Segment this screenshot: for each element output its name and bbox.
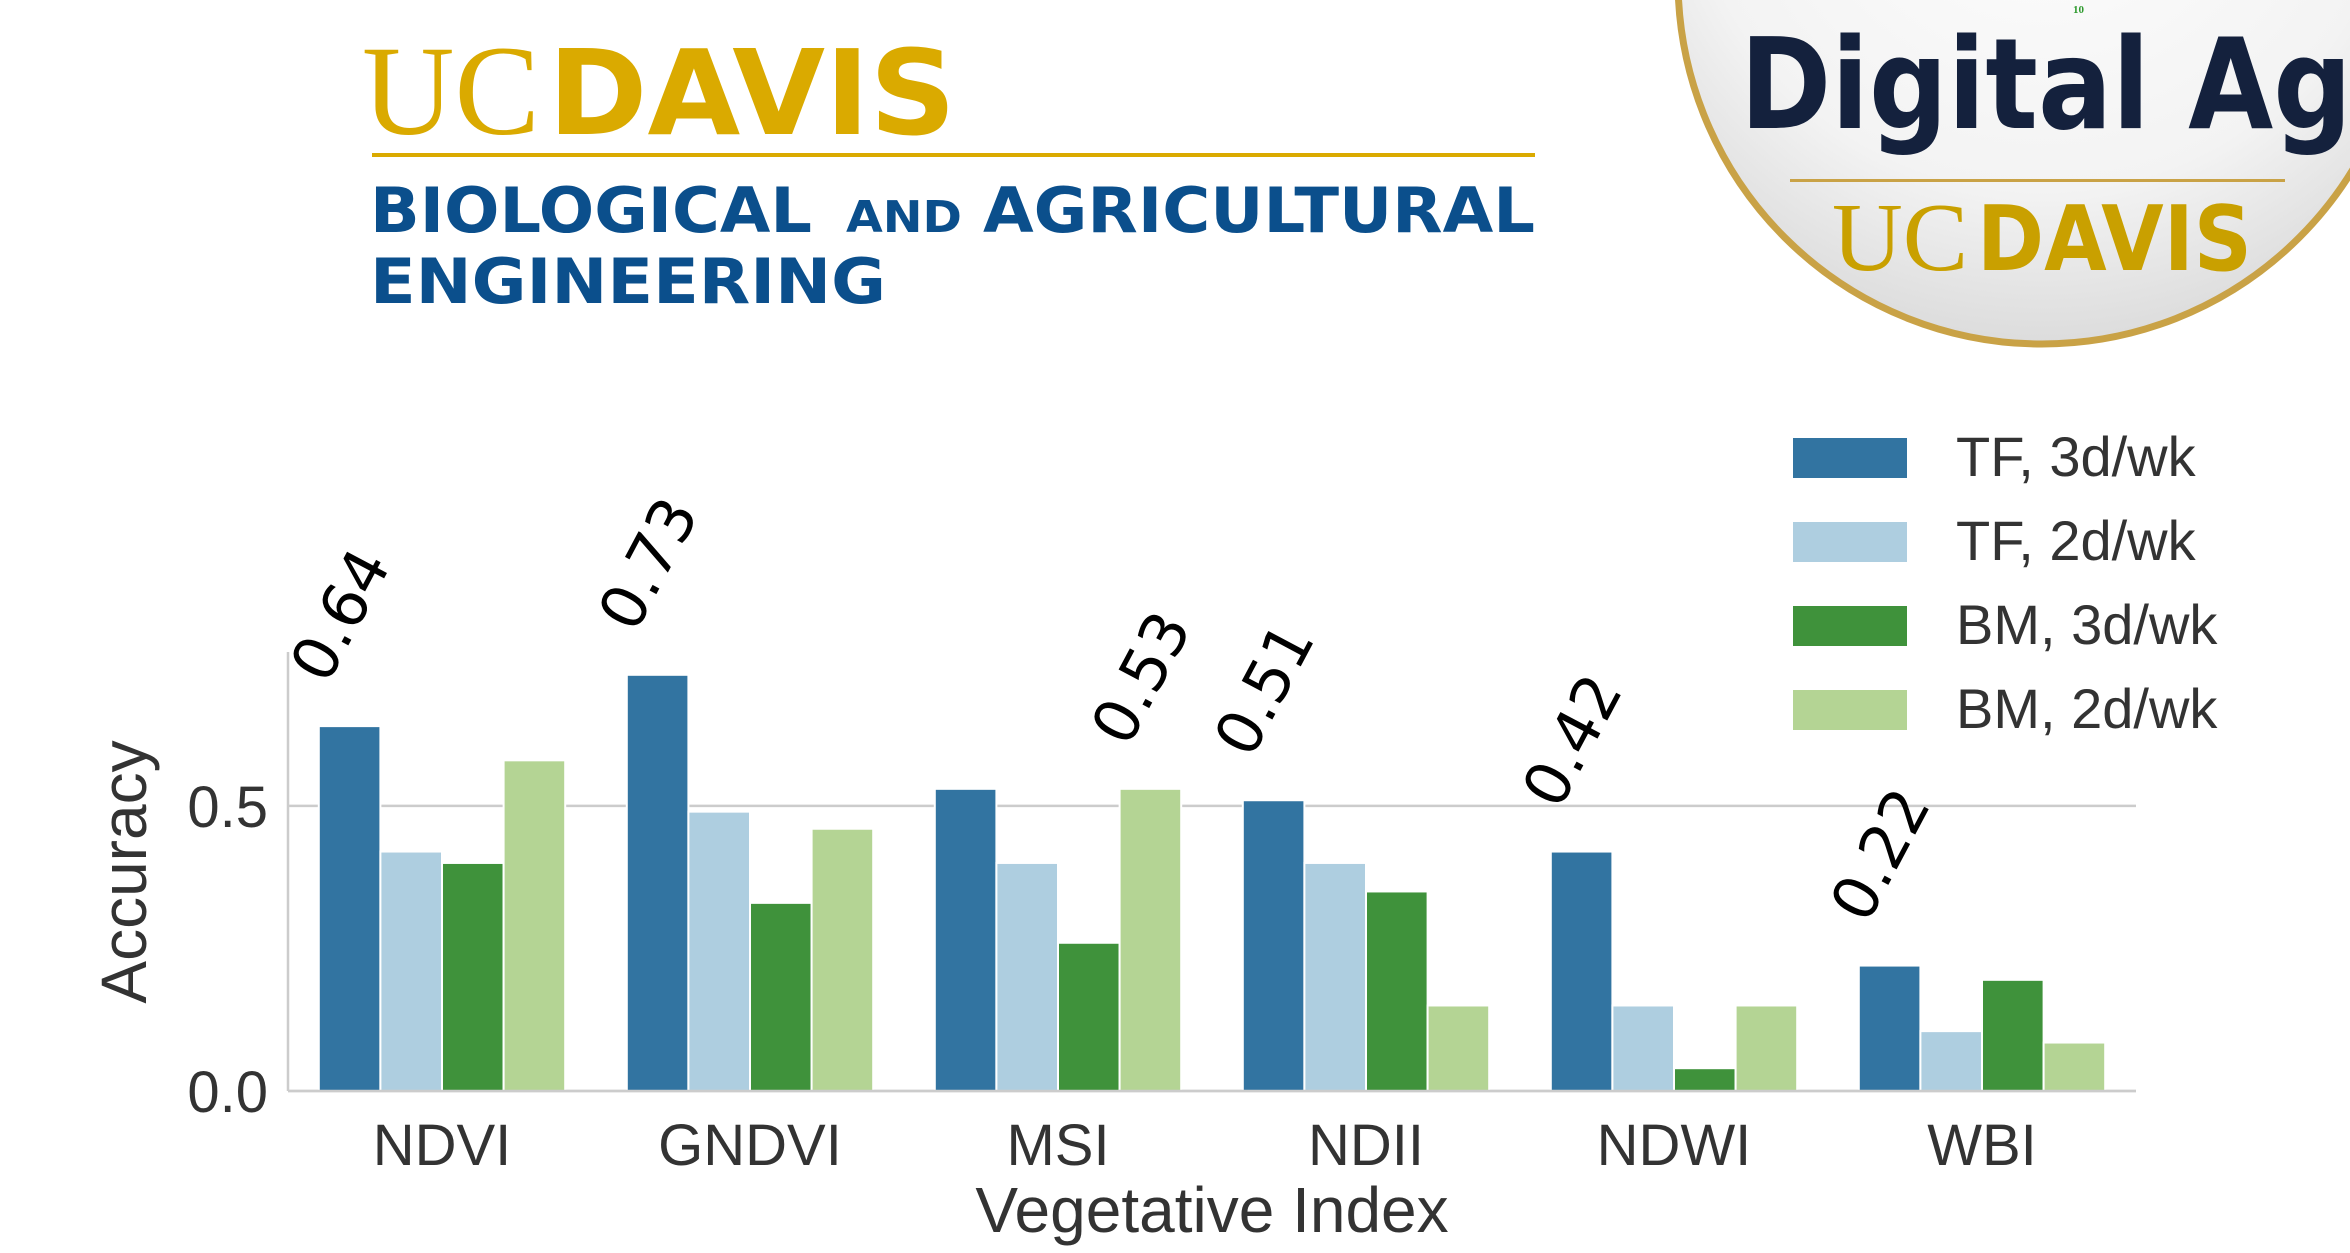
- bar: [749, 901, 813, 1092]
- value-label: 0.73: [584, 486, 713, 642]
- bar: [1919, 1030, 1984, 1092]
- digital-ag-badge: Digital Ag UC DAVIS 10: [1675, 0, 2350, 348]
- bar: [1857, 964, 1922, 1092]
- bar: [1426, 1004, 1491, 1093]
- bar: [379, 850, 443, 1093]
- value-label: 0.53: [1076, 600, 1205, 756]
- bar: [1673, 1067, 1737, 1093]
- bar: [625, 673, 690, 1092]
- bar: [2042, 1041, 2107, 1092]
- badge-uc: UC: [1832, 184, 1968, 292]
- badge-davis: DAVIS: [1977, 187, 2252, 292]
- bar: [1118, 787, 1183, 1092]
- y-axis-label: Accuracy: [88, 740, 160, 1003]
- bar: [441, 861, 505, 1092]
- bar: [1549, 850, 1614, 1093]
- bar: [1981, 978, 2045, 1092]
- chart: 0.0 0.5 Vegetative Index Accuracy NDVI 0.64 GN…: [88, 425, 2218, 1246]
- department-word: AND: [846, 192, 962, 243]
- legend-label: BM, 2d/wk: [1956, 677, 2218, 740]
- value-label: 0.42: [1508, 662, 1637, 818]
- x-tick-label: NDWI: [1597, 1113, 1752, 1178]
- bar: [1057, 941, 1121, 1092]
- legend-label: TF, 3d/wk: [1956, 425, 2197, 488]
- logo-davis: DAVIS: [548, 24, 956, 162]
- y-tick-label: 0.5: [187, 775, 268, 840]
- badge-title: Digital Ag: [1740, 11, 2350, 158]
- department-line-2: ENGINEERING: [370, 245, 886, 318]
- page-number: 10: [2073, 4, 2085, 16]
- x-tick-label: WBI: [1927, 1113, 2037, 1178]
- legend-label: BM, 3d/wk: [1956, 593, 2218, 656]
- bar: [1611, 1004, 1676, 1093]
- bar: [1734, 1004, 1799, 1093]
- x-tick-label: MSI: [1006, 1113, 1109, 1178]
- legend-swatch: [1793, 690, 1907, 730]
- logo-rule: [372, 153, 1535, 157]
- x-axis-label: Vegetative Index: [975, 1174, 1448, 1246]
- badge-rule: [1790, 179, 2285, 182]
- bar: [1303, 861, 1368, 1092]
- legend-swatch: [1793, 606, 1907, 646]
- value-label: 0.22: [1816, 776, 1945, 932]
- bar: [810, 827, 875, 1092]
- value-label: 0.51: [1200, 611, 1329, 767]
- bar: [687, 810, 752, 1092]
- bar: [995, 861, 1060, 1092]
- x-tick-label: GNDVI: [658, 1113, 842, 1178]
- bar: [317, 725, 382, 1092]
- bar: [502, 759, 567, 1092]
- department-line-1: BIOLOGICAL AND AGRICULTURAL: [370, 174, 1535, 247]
- department-logo: UC DAVIS BIOLOGICAL AND AGRICULTURAL ENG…: [362, 20, 1535, 318]
- badge-circle: [1675, 0, 2350, 348]
- department-word: AGRICULTURAL: [983, 174, 1535, 247]
- bar: [1241, 799, 1306, 1092]
- legend-swatch: [1793, 522, 1907, 562]
- x-tick-label: NDVI: [373, 1113, 512, 1178]
- bar: [933, 787, 998, 1092]
- logo-uc: UC: [362, 20, 540, 162]
- y-tick-label: 0.0: [187, 1060, 268, 1125]
- legend-label: TF, 2d/wk: [1956, 509, 2197, 572]
- department-word: BIOLOGICAL: [370, 174, 812, 247]
- legend-swatch: [1793, 438, 1907, 478]
- x-tick-label: NDII: [1308, 1113, 1424, 1178]
- value-label: 0.64: [276, 537, 405, 693]
- bar: [1365, 890, 1429, 1092]
